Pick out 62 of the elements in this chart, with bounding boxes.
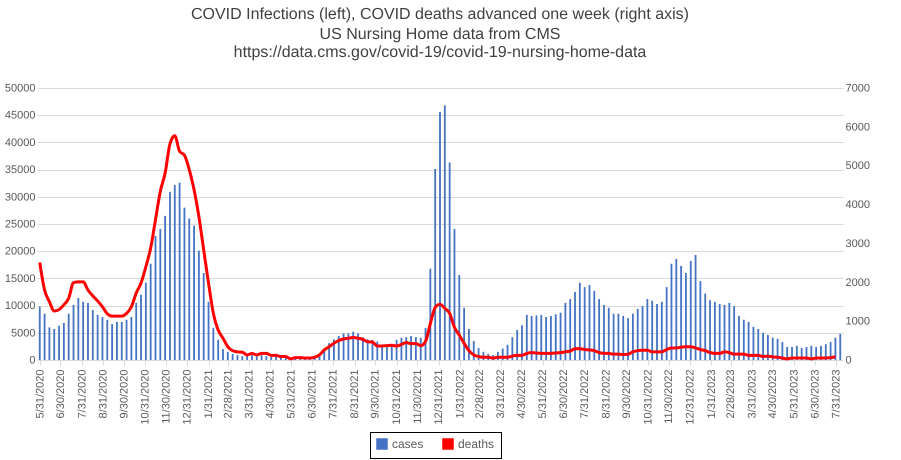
- y2-tick-label: 7000: [846, 82, 870, 94]
- x-tick-label: 8/31/2020: [98, 370, 110, 418]
- x-tick-label: 9/30/2022: [621, 370, 634, 418]
- chart-title: COVID Infections (left), COVID deaths advanced one week (right axis): [191, 6, 689, 23]
- x-tick-label: 5/31/2021: [286, 370, 298, 418]
- y2-tick-label: 1000: [846, 316, 870, 328]
- y-tick-label: 50000: [4, 82, 36, 94]
- x-tick-label: 8/31/2022: [600, 370, 613, 418]
- x-tick-label: 2/28/2021: [222, 370, 234, 418]
- x-tick-label: 11/30/2022: [663, 370, 676, 424]
- x-tick-label: 3/31/2021: [244, 370, 256, 418]
- x-tick-label: 5/31/2023: [788, 370, 801, 418]
- y2-tick-label: 2000: [846, 276, 870, 289]
- x-tick-label: 12/31/2021: [433, 370, 446, 425]
- x-tick-label: 5/31/2022: [537, 370, 550, 418]
- x-tick-label: 6/30/2022: [558, 370, 570, 418]
- x-tick-label: 12/31/2022: [684, 370, 697, 425]
- y-tick-label: 0: [29, 354, 36, 366]
- y-tick-label: 40000: [4, 136, 36, 149]
- x-tick-label: 5/31/2020: [34, 370, 46, 418]
- y2-tick-label: 5000: [846, 160, 870, 172]
- x-tick-label: 3/31/2023: [746, 370, 759, 418]
- x-tick-label: 11/30/2021: [412, 370, 424, 424]
- x-tick-label: 2/28/2022: [474, 370, 486, 418]
- y-tick-label: 35000: [4, 164, 36, 176]
- x-tick-label: 12/31/2020: [182, 370, 194, 425]
- x-tick-label: 3/31/2022: [495, 370, 508, 418]
- x-tick-label: 1/31/2022: [454, 370, 466, 418]
- x-tick-label: 2/28/2023: [725, 370, 738, 418]
- y2-tick-label: 6000: [846, 121, 870, 134]
- x-tick-label: 10/31/2022: [642, 370, 655, 425]
- x-tick-label: 4/30/2021: [264, 370, 276, 418]
- x-tick-label: 4/30/2022: [516, 370, 528, 418]
- x-tick-label: 6/30/2023: [809, 370, 822, 418]
- chart-subtitle: US Nursing Home data from CMS https://data.cms.gov/covid-19/covid-19-nursing-home-data: [234, 26, 646, 61]
- x-tick-label: 9/30/2020: [118, 370, 130, 418]
- legend-label: deaths: [458, 437, 494, 451]
- x-tick-label: 7/31/2020: [76, 370, 88, 418]
- x-tick-label: 6/30/2021: [306, 370, 318, 418]
- y-tick-label: 10000: [4, 300, 36, 312]
- x-tick-label: 7/31/2022: [579, 370, 592, 418]
- x-tick-label: 11/30/2020: [160, 370, 172, 424]
- y2-tick-label: 4000: [846, 199, 870, 212]
- x-tick-label: 10/31/2020: [140, 370, 152, 425]
- y-tick-label: 15000: [4, 272, 36, 285]
- y2-tick-label: 0: [846, 354, 852, 366]
- x-tick-label: 6/30/2020: [54, 370, 67, 418]
- x-tick-label: 7/31/2023: [830, 370, 843, 418]
- x-tick-label: 8/31/2021: [349, 370, 362, 418]
- legend-label: cases: [392, 437, 424, 451]
- x-tick-label: 7/31/2021: [328, 370, 340, 418]
- y-tick-label: 25000: [4, 218, 36, 230]
- y-tick-label: 5000: [11, 327, 36, 340]
- x-tick-label: 1/31/2023: [706, 370, 718, 418]
- x-tick-label: 10/31/2021: [391, 370, 404, 425]
- x-tick-label: 9/30/2021: [370, 370, 382, 418]
- y-tick-label: 30000: [4, 191, 36, 204]
- y-tick-label: 20000: [4, 246, 36, 258]
- x-tick-label: 1/31/2021: [203, 370, 216, 418]
- y-tick-label: 45000: [4, 110, 36, 122]
- x-tick-label: 4/30/2023: [767, 370, 780, 418]
- y2-tick-label: 3000: [846, 238, 870, 250]
